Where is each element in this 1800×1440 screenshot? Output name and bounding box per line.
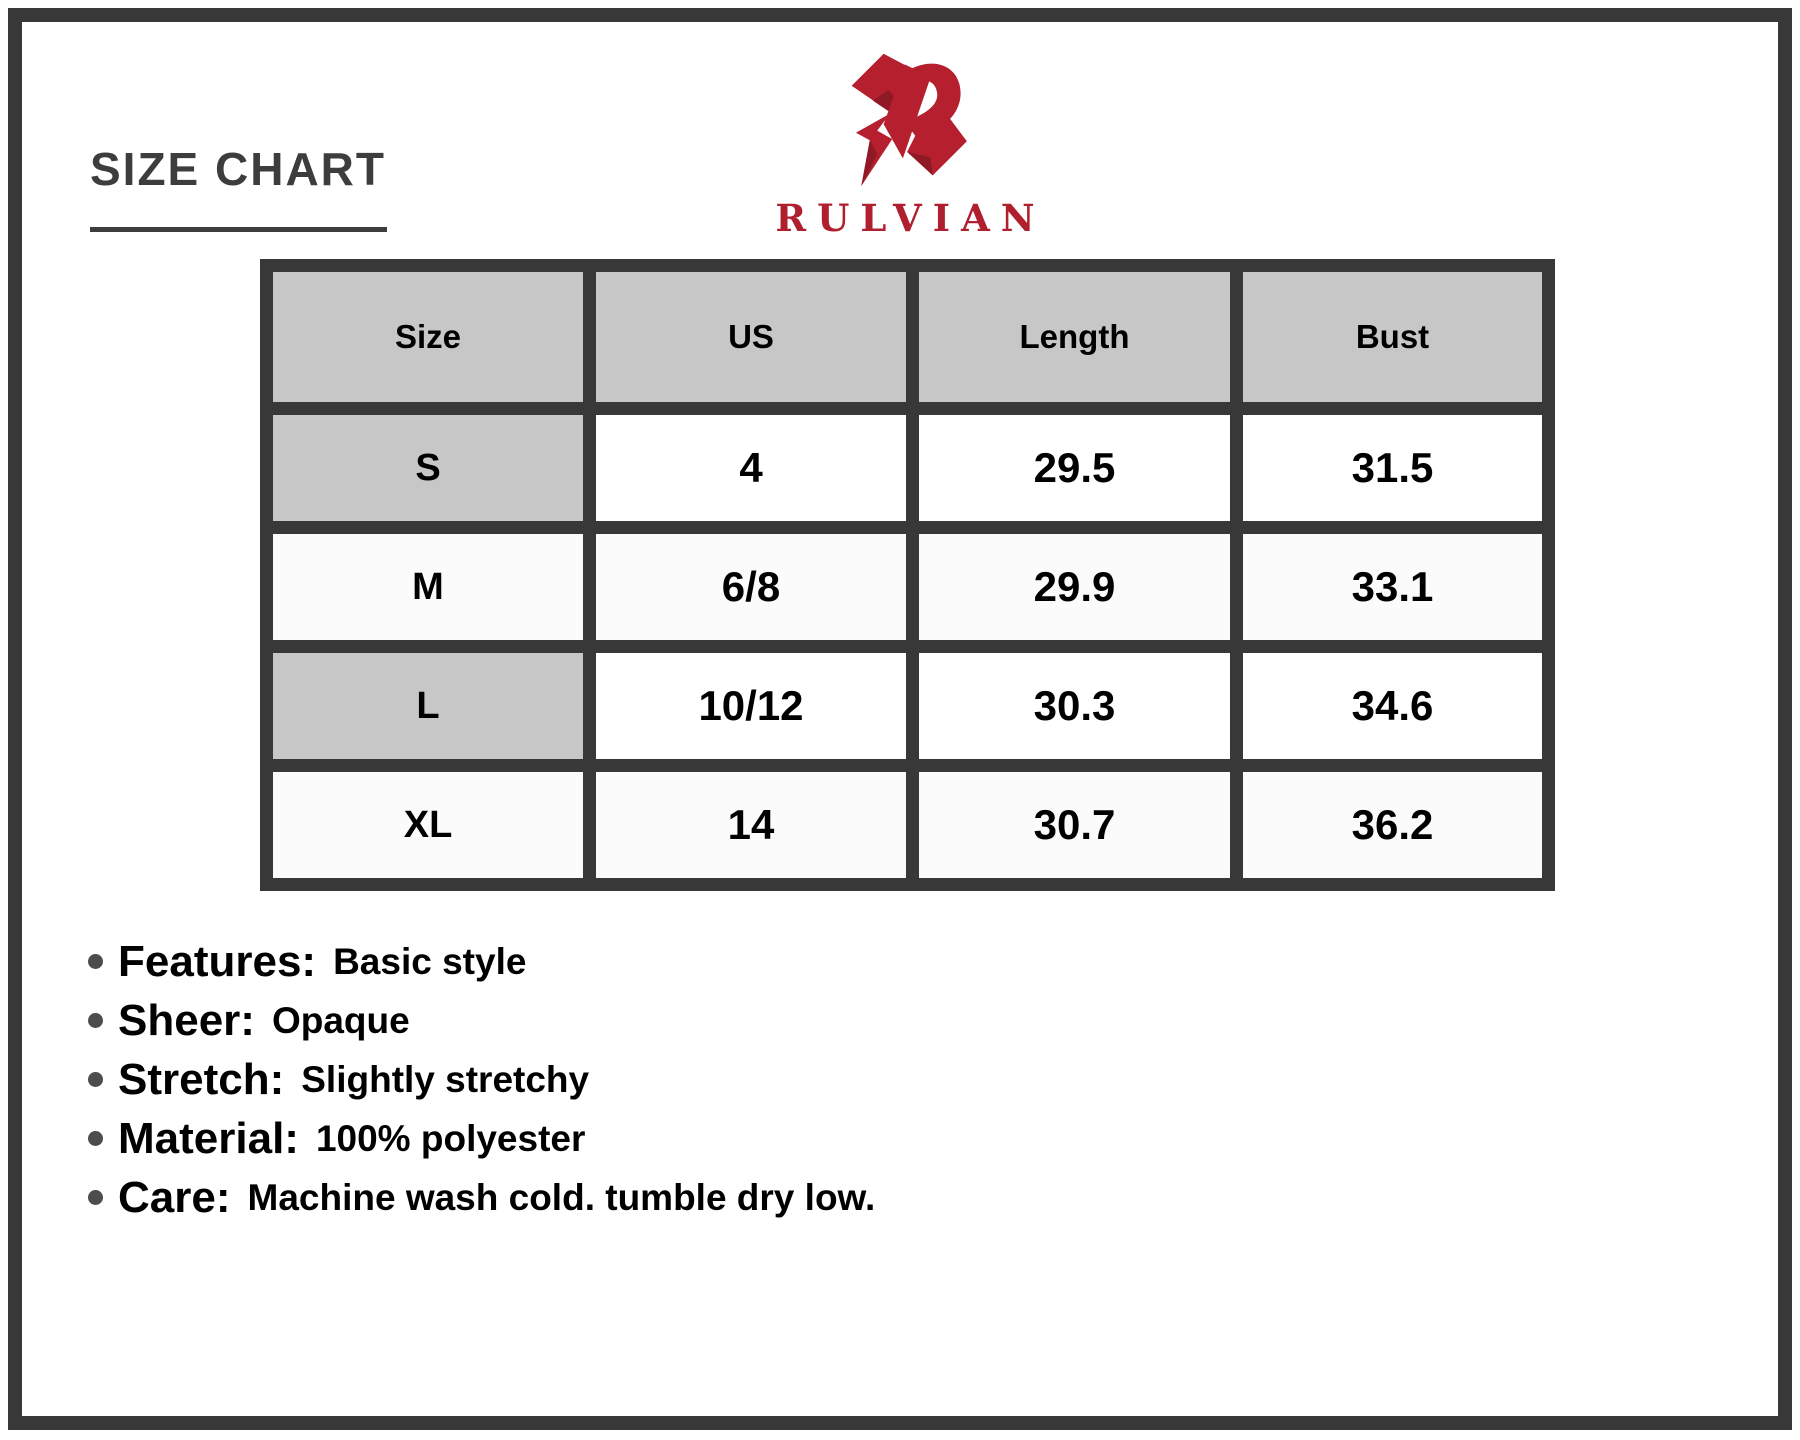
cell-us: 14 (583, 759, 919, 891)
column-header-us: US (583, 259, 919, 415)
list-item-care: Care: Machine wash cold. tumble dry low. (88, 1168, 875, 1227)
list-item-features: Features: Basic style (88, 932, 875, 991)
bullet-icon (88, 1072, 103, 1087)
table-row: XL 14 30.7 36.2 (260, 759, 1555, 891)
table-row: L 10/12 30.3 34.6 (260, 640, 1555, 772)
bullet-icon (88, 1190, 103, 1205)
table-row: M 6/8 29.9 33.1 (260, 521, 1555, 653)
cell-size: XL (260, 759, 596, 891)
bullet-icon (88, 1013, 103, 1028)
detail-label: Sheer: (118, 995, 255, 1045)
detail-value: 100% polyester (315, 1118, 586, 1159)
table-row: S 4 29.5 31.5 (260, 402, 1555, 534)
cell-us: 4 (583, 402, 919, 534)
cell-length: 30.7 (906, 759, 1243, 891)
size-table: Size US Length Bust S 4 29.5 31.5 M 6/8 … (260, 259, 1555, 891)
size-table-header-row: Size US Length Bust (260, 259, 1555, 415)
column-header-size: Size (260, 259, 596, 415)
product-details-list: Features: Basic style Sheer: Opaque Stre… (88, 932, 875, 1227)
list-item-stretch: Stretch: Slightly stretchy (88, 1050, 875, 1109)
cell-length: 30.3 (906, 640, 1243, 772)
cell-size: L (260, 640, 596, 772)
brand-logo: RULVIAN (760, 50, 1050, 240)
cell-us: 6/8 (583, 521, 919, 653)
column-header-bust: Bust (1230, 259, 1555, 415)
detail-value: Slightly stretchy (301, 1059, 590, 1100)
cell-length: 29.9 (906, 521, 1243, 653)
detail-label: Stretch: (118, 1054, 285, 1104)
detail-value: Opaque (271, 1000, 410, 1041)
cell-bust: 33.1 (1230, 521, 1555, 653)
detail-label: Care: (118, 1172, 231, 1222)
list-item-sheer: Sheer: Opaque (88, 991, 875, 1050)
cell-length: 29.5 (906, 402, 1243, 534)
detail-value: Machine wash cold. tumble dry low. (247, 1177, 876, 1218)
brand-logo-r-icon (851, 53, 967, 187)
cell-size: S (260, 402, 596, 534)
page-title: SIZE CHART (90, 143, 386, 195)
title-underline (90, 227, 387, 232)
cell-us: 10/12 (583, 640, 919, 772)
detail-label: Features: (118, 936, 317, 986)
column-header-length: Length (906, 259, 1243, 415)
list-item-material: Material: 100% polyester (88, 1109, 875, 1168)
cell-bust: 34.6 (1230, 640, 1555, 772)
bullet-icon (88, 1131, 103, 1146)
brand-name: RULVIAN (775, 196, 1046, 240)
cell-bust: 31.5 (1230, 402, 1555, 534)
cell-bust: 36.2 (1230, 759, 1555, 891)
bullet-icon (88, 954, 103, 969)
detail-label: Material: (118, 1113, 299, 1163)
detail-value: Basic style (333, 941, 527, 982)
cell-size: M (260, 521, 596, 653)
